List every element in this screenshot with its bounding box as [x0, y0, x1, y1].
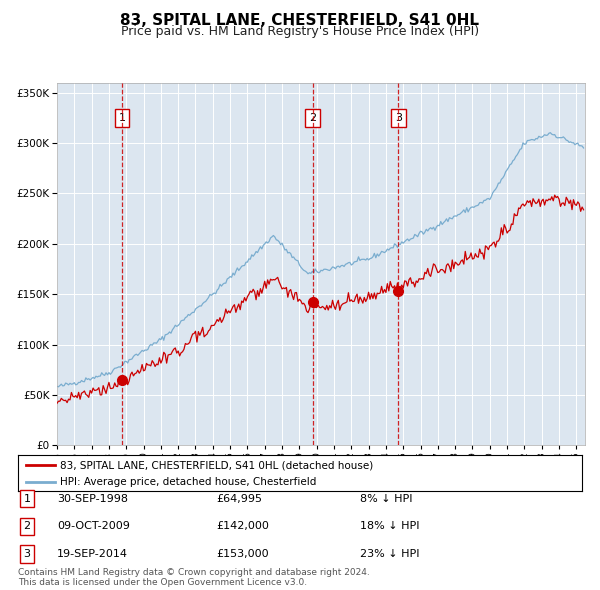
Text: 09-OCT-2009: 09-OCT-2009	[57, 522, 130, 531]
Text: Contains HM Land Registry data © Crown copyright and database right 2024.: Contains HM Land Registry data © Crown c…	[18, 568, 370, 577]
Text: This data is licensed under the Open Government Licence v3.0.: This data is licensed under the Open Gov…	[18, 578, 307, 587]
Text: Price paid vs. HM Land Registry's House Price Index (HPI): Price paid vs. HM Land Registry's House …	[121, 25, 479, 38]
Text: HPI: Average price, detached house, Chesterfield: HPI: Average price, detached house, Ches…	[60, 477, 317, 487]
Text: £64,995: £64,995	[216, 494, 262, 503]
Text: 83, SPITAL LANE, CHESTERFIELD, S41 0HL: 83, SPITAL LANE, CHESTERFIELD, S41 0HL	[121, 13, 479, 28]
Text: £153,000: £153,000	[216, 549, 269, 559]
Text: 2: 2	[23, 522, 31, 531]
Text: 1: 1	[118, 113, 125, 123]
Text: 23% ↓ HPI: 23% ↓ HPI	[360, 549, 419, 559]
Text: £142,000: £142,000	[216, 522, 269, 531]
Text: 3: 3	[395, 113, 402, 123]
Text: 1: 1	[23, 494, 31, 503]
Text: 2: 2	[309, 113, 316, 123]
Text: 83, SPITAL LANE, CHESTERFIELD, S41 0HL (detached house): 83, SPITAL LANE, CHESTERFIELD, S41 0HL (…	[60, 460, 374, 470]
Text: 30-SEP-1998: 30-SEP-1998	[57, 494, 128, 503]
Text: 19-SEP-2014: 19-SEP-2014	[57, 549, 128, 559]
Text: 8% ↓ HPI: 8% ↓ HPI	[360, 494, 413, 503]
Text: 3: 3	[23, 549, 31, 559]
Text: 18% ↓ HPI: 18% ↓ HPI	[360, 522, 419, 531]
